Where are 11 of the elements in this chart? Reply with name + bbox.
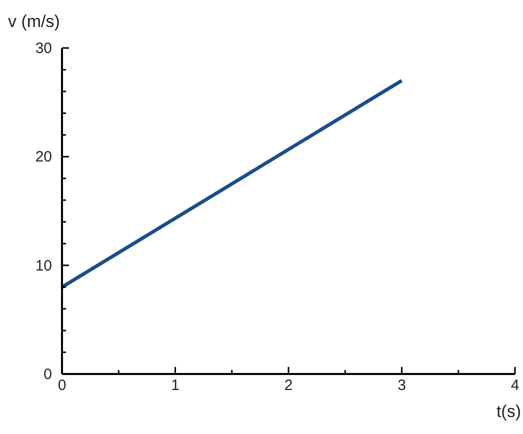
y-axis-title: v (m/s) bbox=[8, 12, 60, 32]
x-tick-label: 1 bbox=[171, 377, 180, 394]
y-tick-label: 10 bbox=[35, 257, 52, 274]
x-axis-title: t(s) bbox=[496, 402, 521, 422]
x-tick-label: 0 bbox=[58, 377, 66, 394]
x-tick-label: 3 bbox=[398, 377, 406, 394]
y-tick-label: 20 bbox=[35, 148, 52, 166]
x-tick-label: 2 bbox=[284, 377, 293, 394]
y-tick-label: 0 bbox=[44, 366, 52, 383]
y-tick-label: 30 bbox=[35, 40, 52, 57]
x-tick-label: 4 bbox=[510, 377, 520, 394]
